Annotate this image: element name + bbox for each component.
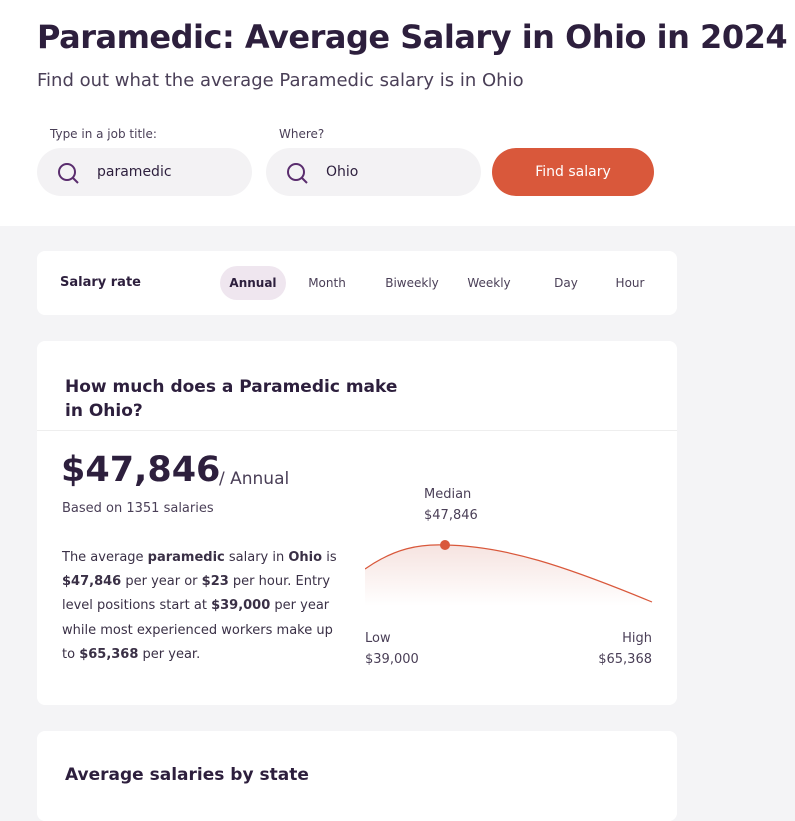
find-button[interactable]: Find salary <box>492 148 654 196</box>
based-on: Based on 1351 salaries <box>62 501 214 516</box>
where-label: Where? <box>279 127 325 141</box>
rate-card: Salary rate Annual Month Biweekly Weekly Day… <box>37 251 677 315</box>
search-icon <box>287 163 308 184</box>
summary-card: How much does a Paramedic make in Ohio? … <box>37 341 677 705</box>
text: The average <box>62 550 148 565</box>
where-value: Ohio <box>326 164 359 180</box>
highlight: $47,846 <box>62 574 122 590</box>
rate-tab[interactable]: Month <box>308 276 346 290</box>
rate-tab[interactable]: Weekly <box>467 276 511 290</box>
description: The average paramedic salary in Ohio is … <box>62 546 342 667</box>
highlight: $23 <box>201 574 229 590</box>
median-label: Median <box>424 487 472 502</box>
high-label: High <box>622 631 652 646</box>
highlight: paramedic <box>147 550 225 565</box>
highlight: $39,000 <box>211 598 271 614</box>
job-value: paramedic <box>97 164 172 180</box>
period: / Annual <box>219 469 290 489</box>
rate-tab[interactable]: Hour <box>615 276 645 290</box>
title: Paramedic: Average Salary in Ohio in 202… <box>37 18 788 56</box>
text: salary in <box>224 550 289 565</box>
median-value: $47,846 <box>424 508 478 523</box>
text: per year. <box>138 646 201 662</box>
high-value: $65,368 <box>598 652 652 667</box>
highlight: Ohio <box>288 550 323 565</box>
text: is <box>322 550 337 565</box>
text: per year or <box>121 574 202 590</box>
rate-tab[interactable]: Day <box>554 276 578 290</box>
header: Paramedic: Average Salary in Ohio in 202… <box>0 0 795 226</box>
divider <box>37 430 677 431</box>
job-label: Type in a job title: <box>50 127 157 141</box>
amount: $47,846 <box>61 450 221 490</box>
low-label: Low <box>365 631 391 646</box>
rate-label: Salary rate <box>60 275 141 290</box>
highlight: $65,368 <box>79 646 139 662</box>
rate-tab[interactable]: Annual <box>220 266 286 300</box>
low-value: $39,000 <box>365 652 419 667</box>
search-icon <box>58 163 79 184</box>
summary-heading: How much does a Paramedic make in Ohio? <box>65 377 398 421</box>
text: per year while most experienced workers … <box>62 598 333 662</box>
text: per hour. Entry level positions start at <box>62 574 331 614</box>
states-heading: Average salaries by state <box>65 765 309 785</box>
where-input[interactable]: Ohio <box>266 148 481 196</box>
states-card: Average salaries by state <box>37 731 677 821</box>
subtitle: Find out what the average Paramedic sala… <box>37 70 524 91</box>
rate-tab[interactable]: Biweekly <box>385 276 439 290</box>
salary-curve <box>365 540 653 606</box>
job-input[interactable]: paramedic <box>37 148 252 196</box>
